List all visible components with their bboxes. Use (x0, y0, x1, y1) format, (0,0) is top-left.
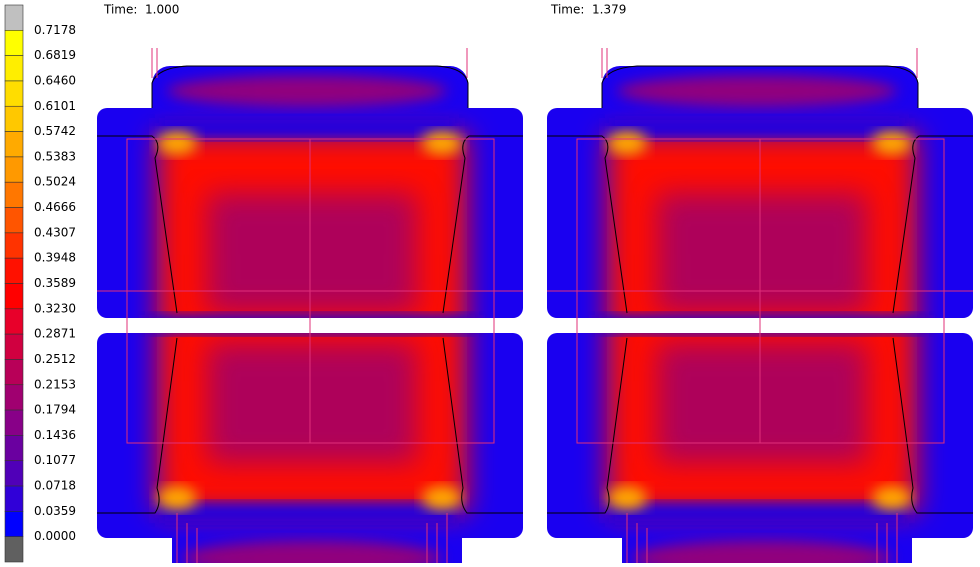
legend-label: 0.6819 (34, 48, 76, 62)
color-swatch (4, 55, 24, 82)
contour-plot (547, 33, 977, 567)
legend-label: 0.1794 (34, 403, 76, 417)
legend-label: 0.3948 (34, 251, 76, 265)
color-swatch (4, 257, 24, 284)
legend-label: 0.5383 (34, 149, 76, 163)
color-swatch (4, 131, 24, 158)
color-legend: 0.7178 0.6819 0.6460 0.6101 0.5742 0.5383 0.50… (4, 4, 76, 563)
legend-label: 0.1077 (34, 453, 76, 467)
legend-label: 0.7178 (34, 23, 76, 37)
legend-label: 0.4307 (34, 225, 76, 239)
legend-label: 0.6460 (34, 73, 76, 87)
color-swatch (4, 308, 24, 335)
legend-label: 0.3589 (34, 276, 76, 290)
legend-label: 0.2153 (34, 377, 76, 391)
color-swatch (4, 80, 24, 107)
color-swatch (4, 232, 24, 259)
color-swatch (4, 156, 24, 183)
legend-label: 0.5024 (34, 175, 76, 189)
color-swatch (4, 283, 24, 310)
color-swatch (4, 30, 24, 56)
color-swatch (4, 207, 24, 234)
time-label: Time: 1.000 (103, 3, 179, 17)
legend-label: 0.0000 (34, 529, 76, 543)
legend-label: 0.2871 (34, 327, 76, 341)
color-swatch (4, 435, 24, 462)
color-swatch (4, 384, 24, 411)
color-swatch (4, 105, 24, 132)
color-swatch (4, 4, 24, 31)
legend-label: 0.5742 (34, 124, 76, 138)
color-swatch (4, 460, 24, 487)
legend-label: 0.3230 (34, 301, 76, 315)
legend-label: 0.4666 (34, 200, 76, 214)
color-swatch (4, 181, 24, 208)
color-swatch (4, 333, 24, 360)
legend-label: 0.0359 (34, 504, 76, 518)
color-swatch (4, 536, 24, 563)
color-swatch (4, 409, 24, 436)
legend-label: 0.1436 (34, 428, 76, 442)
legend-label: 0.2512 (34, 352, 76, 366)
contour-plot (97, 33, 527, 567)
color-swatch (4, 511, 24, 537)
legend-label: 0.6101 (34, 99, 76, 113)
color-swatch (4, 359, 24, 386)
time-label: Time: 1.379 (550, 3, 626, 17)
color-swatch (4, 485, 24, 512)
legend-label: 0.0718 (34, 479, 76, 493)
